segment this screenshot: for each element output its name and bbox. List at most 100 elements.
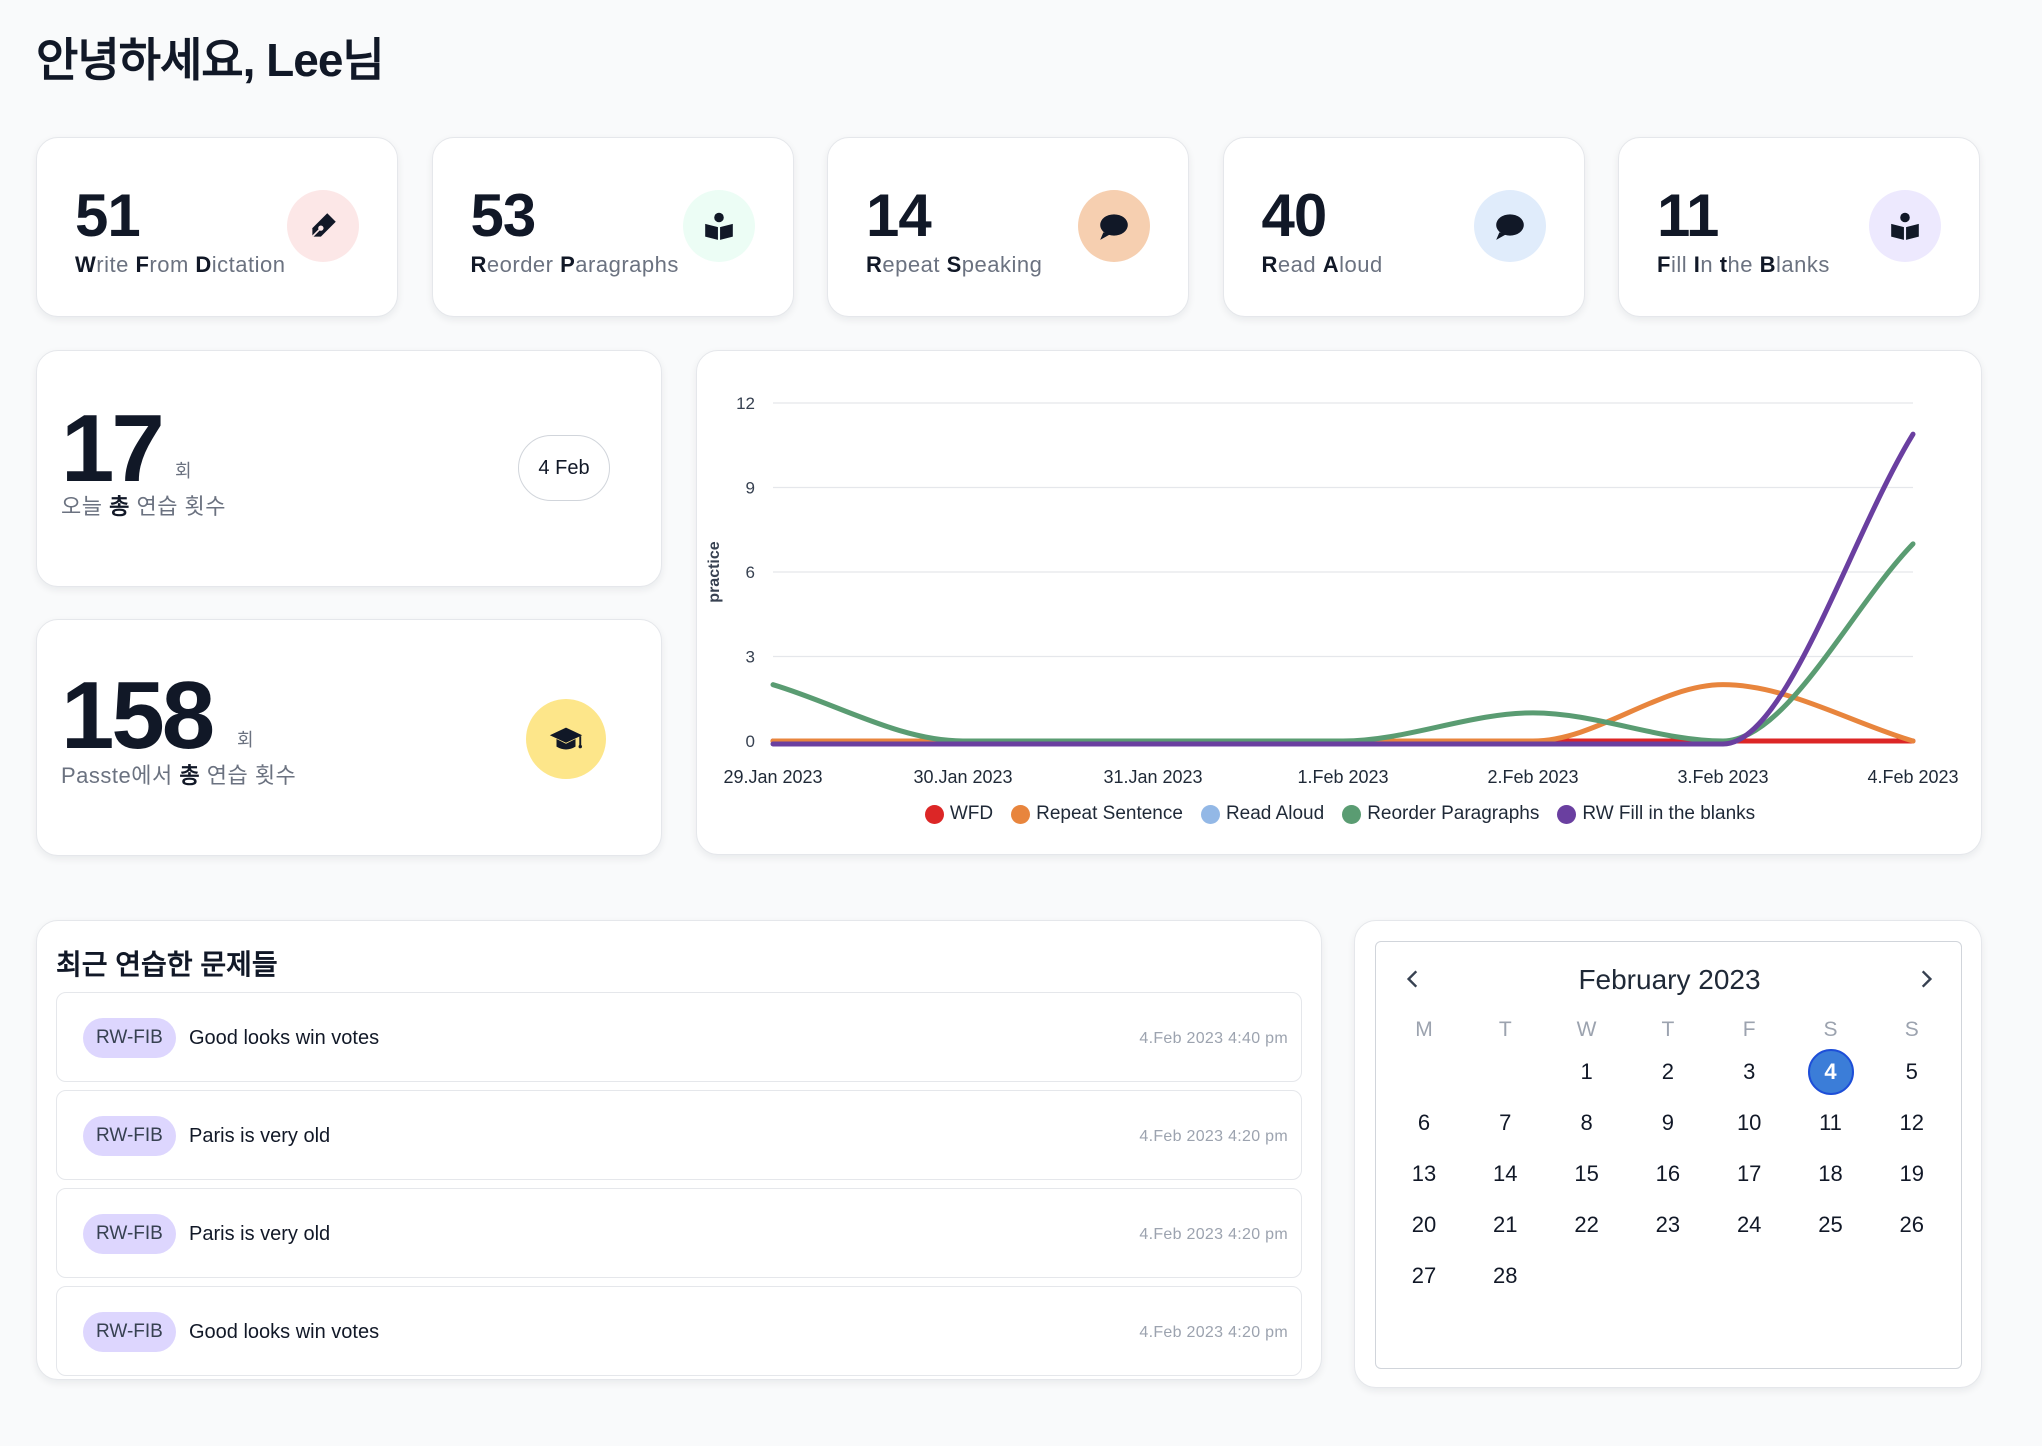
legend-label: Read Aloud bbox=[1225, 803, 1325, 824]
calendar-day[interactable]: 18 bbox=[1818, 1161, 1843, 1186]
today-unit: 회 bbox=[175, 461, 192, 481]
y-tick-label: 3 bbox=[746, 648, 755, 667]
legend-label: WFD bbox=[949, 803, 994, 824]
today-date-badge: 4 Feb bbox=[518, 435, 610, 501]
calendar-day[interactable]: 8 bbox=[1580, 1110, 1593, 1135]
stat-card-5[interactable]: 11 Fill In the Blanks bbox=[1618, 137, 1980, 317]
recent-problem-row[interactable]: RW-FIB Good looks win votes 4.Feb 2023 4:2… bbox=[56, 1286, 1302, 1376]
chevron-right-icon bbox=[1921, 970, 1933, 988]
problem-type-badge: RW-FIB bbox=[83, 1214, 176, 1254]
stat-count: 53 bbox=[470, 182, 537, 249]
calendar-weekday: F bbox=[1742, 1018, 1756, 1041]
legend-item[interactable]: Repeat Sentence bbox=[1011, 803, 1183, 825]
x-tick-label: 29.Jan 2023 bbox=[723, 767, 822, 787]
calendar-day[interactable]: 11 bbox=[1819, 1110, 1842, 1135]
problem-title: Paris is very old bbox=[189, 1125, 331, 1147]
stat-card-3[interactable]: 14 Repeat Speaking bbox=[827, 137, 1189, 317]
chart-series-line bbox=[770, 541, 1916, 744]
problem-timestamp: 4.Feb 2023 4:20 pm bbox=[1139, 1324, 1288, 1341]
calendar-day[interactable]: 7 bbox=[1499, 1110, 1512, 1135]
x-tick-label: 1.Feb 2023 bbox=[1297, 767, 1388, 787]
stat-label: Reorder Paragraphs bbox=[470, 252, 679, 277]
calendar-day[interactable]: 6 bbox=[1417, 1110, 1431, 1135]
calendar-day[interactable]: 14 bbox=[1493, 1161, 1518, 1186]
calendar-day[interactable]: 1 bbox=[1580, 1059, 1593, 1084]
stat-card-2[interactable]: 53 Reorder Paragraphs bbox=[431, 137, 794, 317]
calendar-weekday: T bbox=[1498, 1018, 1512, 1041]
recent-problem-row[interactable]: RW-FIB Good looks win votes 4.Feb 2023 4:4… bbox=[56, 992, 1302, 1082]
legend-item[interactable]: RW Fill in the blanks bbox=[1557, 803, 1755, 825]
greeting-title: 안녕하세요, Lee님 bbox=[36, 34, 385, 86]
recent-problems-card: 최근 연습한 문제들 RW-FIB Good looks win votes 4.F… bbox=[36, 920, 1322, 1380]
calendar-card: February 2023 M T W T F S S 1 2 3 4 5 6 7 8 9 10 11 12 13 14… bbox=[1354, 920, 1982, 1388]
calendar-day[interactable]: 12 bbox=[1899, 1110, 1925, 1135]
calendar-day[interactable]: 15 bbox=[1574, 1161, 1599, 1186]
calendar-day[interactable]: 5 bbox=[1905, 1059, 1918, 1084]
stat-label: Write From Dictation bbox=[75, 252, 286, 277]
problem-title: Good looks win votes bbox=[189, 1321, 380, 1343]
y-tick-label: 12 bbox=[736, 394, 755, 413]
today-count: 17 bbox=[61, 395, 165, 502]
problem-title: Good looks win votes bbox=[189, 1027, 380, 1049]
calendar-day[interactable]: 20 bbox=[1411, 1212, 1437, 1237]
calendar-weekday: S bbox=[1823, 1018, 1838, 1041]
stat-count: 51 bbox=[75, 182, 141, 249]
overall-count: 158 bbox=[61, 662, 215, 769]
problem-timestamp: 4.Feb 2023 4:20 pm bbox=[1139, 1226, 1288, 1243]
calendar-day[interactable]: 16 bbox=[1655, 1161, 1681, 1186]
x-tick-label: 3.Feb 2023 bbox=[1677, 767, 1768, 787]
chart-series-line bbox=[770, 682, 1916, 744]
calendar: February 2023 M T W T F S S 1 2 3 4 5 6 7 8 9 10 11 12 13 14… bbox=[1375, 941, 1962, 1369]
calendar-day[interactable]: 28 bbox=[1493, 1263, 1518, 1288]
calendar-day[interactable]: 25 bbox=[1818, 1212, 1843, 1237]
speech-bubble-icon bbox=[1473, 190, 1546, 262]
calendar-day[interactable]: 22 bbox=[1574, 1212, 1599, 1237]
stat-count: 11 bbox=[1657, 182, 1719, 249]
calendar-day[interactable]: 17 bbox=[1736, 1161, 1762, 1186]
stat-card-1[interactable]: 51 Write From Dictation bbox=[36, 137, 398, 317]
calendar-day-selected[interactable]: 4 bbox=[1807, 1049, 1854, 1095]
calendar-day[interactable]: 27 bbox=[1411, 1263, 1437, 1288]
chart-legend: WFD Repeat Sentence Read Aloud Reorder Para… bbox=[697, 803, 1983, 825]
calendar-weekday: S bbox=[1904, 1018, 1919, 1041]
legend-swatch bbox=[1342, 804, 1362, 824]
legend-label: RW Fill in the blanks bbox=[1582, 803, 1756, 824]
legend-swatch bbox=[1011, 804, 1031, 824]
chart-series-line bbox=[770, 431, 1916, 747]
calendar-day[interactable]: 21 bbox=[1493, 1212, 1518, 1237]
overall-total-card: 158 회 Passte에서 총 연습 횟수 bbox=[36, 619, 662, 856]
calendar-weekday: T bbox=[1661, 1018, 1675, 1041]
recent-problem-row[interactable]: RW-FIB Paris is very old 4.Feb 2023 4:20 p… bbox=[56, 1188, 1302, 1278]
stat-count: 40 bbox=[1261, 182, 1328, 249]
calendar-day[interactable]: 24 bbox=[1736, 1212, 1762, 1237]
y-tick-label: 0 bbox=[746, 732, 755, 751]
legend-item[interactable]: Reorder Paragraphs bbox=[1342, 803, 1539, 825]
legend-label: Reorder Paragraphs bbox=[1367, 803, 1540, 824]
prev-month-button[interactable] bbox=[1398, 964, 1428, 994]
y-tick-label: 6 bbox=[746, 563, 755, 582]
legend-swatch bbox=[1200, 804, 1220, 824]
calendar-day[interactable]: 19 bbox=[1899, 1161, 1925, 1186]
problem-type-badge: RW-FIB bbox=[83, 1116, 176, 1156]
stat-count: 14 bbox=[866, 182, 932, 249]
x-tick-label: 31.Jan 2023 bbox=[1103, 767, 1202, 787]
x-tick-label: 4.Feb 2023 bbox=[1867, 767, 1958, 787]
legend-swatch bbox=[924, 804, 944, 824]
calendar-day[interactable]: 9 bbox=[1661, 1110, 1675, 1135]
today-label: 오늘 총 연습 횟수 bbox=[61, 494, 227, 519]
calendar-day[interactable]: 23 bbox=[1655, 1212, 1681, 1237]
legend-item[interactable]: Read Aloud bbox=[1200, 803, 1325, 825]
calendar-day[interactable]: 10 bbox=[1736, 1110, 1762, 1135]
next-month-button[interactable] bbox=[1911, 964, 1941, 994]
calendar-day[interactable]: 3 bbox=[1743, 1059, 1756, 1084]
problem-timestamp: 4.Feb 2023 4:40 pm bbox=[1139, 1030, 1288, 1047]
recent-problem-row[interactable]: RW-FIB Paris is very old 4.Feb 2023 4:20 p… bbox=[56, 1090, 1302, 1180]
calendar-day[interactable]: 2 bbox=[1661, 1059, 1675, 1084]
stat-label: Repeat Speaking bbox=[866, 252, 1043, 277]
calendar-day[interactable]: 13 bbox=[1411, 1161, 1437, 1186]
calendar-day[interactable]: 26 bbox=[1899, 1212, 1925, 1237]
stat-card-4[interactable]: 40 Read Aloud bbox=[1222, 137, 1585, 317]
problem-type-badge: RW-FIB bbox=[83, 1312, 176, 1352]
today-total-card: 17 회 오늘 총 연습 횟수 4 Feb bbox=[36, 350, 662, 587]
legend-item[interactable]: WFD bbox=[924, 803, 994, 825]
